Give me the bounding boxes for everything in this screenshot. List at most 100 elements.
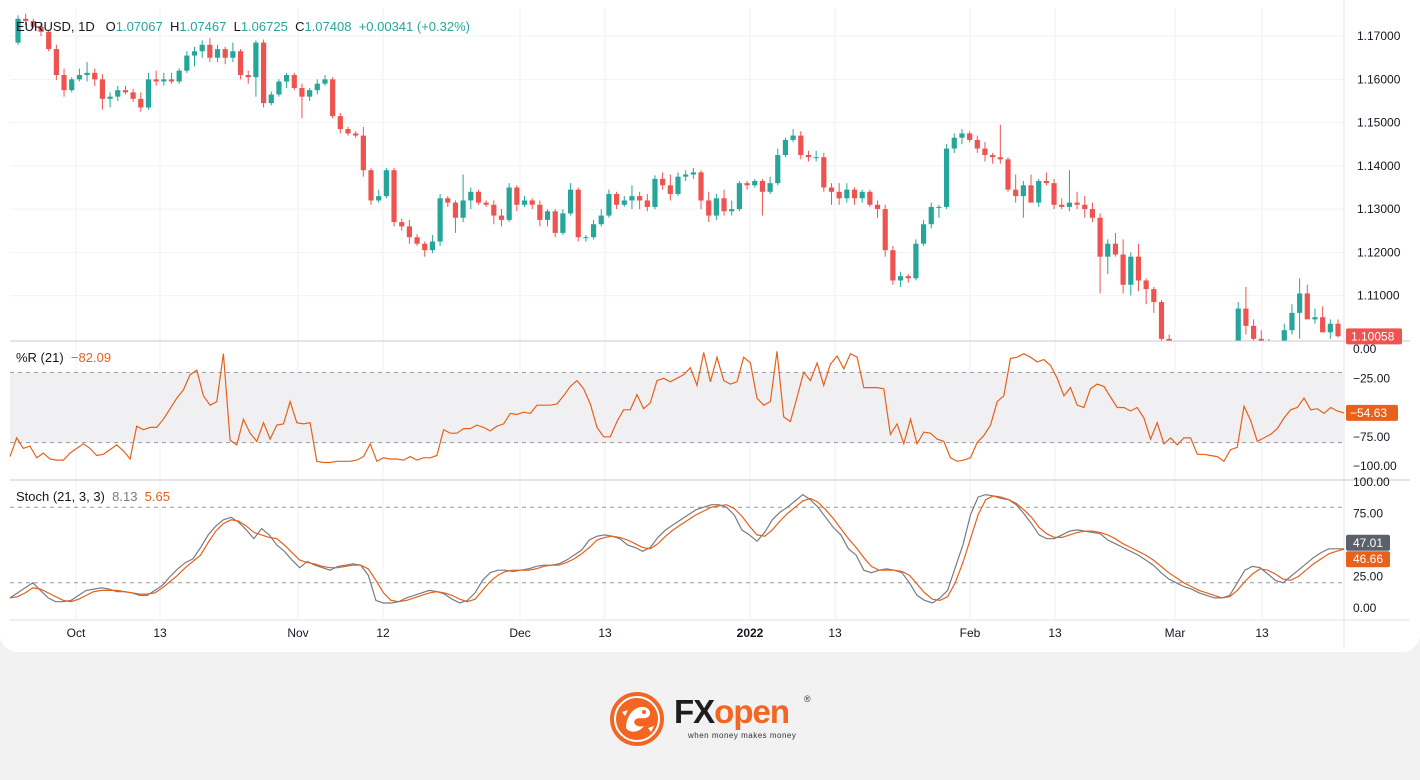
candle xyxy=(414,234,420,246)
candle xyxy=(99,74,106,110)
wr-tick-label: 0.00 xyxy=(1353,342,1377,356)
candle-body xyxy=(637,196,643,201)
candle-body xyxy=(452,202,459,218)
candle-body xyxy=(1320,317,1326,333)
candle xyxy=(1036,178,1042,207)
candle-body xyxy=(629,196,635,201)
candle xyxy=(874,200,881,218)
price-tick-label: 1.15000 xyxy=(1357,116,1401,130)
candle xyxy=(974,135,980,153)
price-tick-label: 1.14000 xyxy=(1357,159,1401,173)
candle xyxy=(1135,243,1142,292)
candle xyxy=(583,235,589,242)
candle-body xyxy=(38,26,44,32)
candle xyxy=(445,196,451,207)
candle xyxy=(1143,278,1149,305)
candle xyxy=(268,91,274,106)
candle xyxy=(76,68,82,82)
candle-body xyxy=(544,211,551,220)
candle xyxy=(506,183,512,223)
candle-body xyxy=(207,44,213,58)
candle-body xyxy=(521,200,528,205)
candle-body xyxy=(429,241,436,251)
candle xyxy=(782,137,789,158)
candle-body xyxy=(383,170,389,197)
candle xyxy=(706,191,712,223)
candle xyxy=(184,51,190,73)
candle-body xyxy=(836,191,842,199)
candle xyxy=(307,88,313,101)
candle-body xyxy=(759,180,766,192)
candle xyxy=(314,79,320,95)
candle xyxy=(376,189,382,203)
candle-body xyxy=(414,237,420,244)
candle xyxy=(1327,319,1333,339)
candle xyxy=(967,131,973,143)
candle xyxy=(222,46,228,65)
candle xyxy=(514,185,520,212)
stoch-title[interactable]: Stoch (21, 3, 3) xyxy=(16,489,105,504)
wr-title[interactable]: %R (21) xyxy=(16,350,64,365)
candle-body xyxy=(1051,183,1057,205)
candle-body xyxy=(360,135,366,171)
candle-body xyxy=(990,155,996,158)
candle xyxy=(629,185,635,210)
candle-body xyxy=(84,72,90,76)
candle xyxy=(1013,174,1019,203)
candle-body xyxy=(752,180,758,186)
symbol-label[interactable]: EURUSD xyxy=(16,19,71,34)
candle xyxy=(299,83,305,119)
price-tick-label: 1.13000 xyxy=(1357,202,1401,216)
candle-body xyxy=(330,79,336,117)
brand-name-open: open xyxy=(714,693,790,730)
candle-body xyxy=(614,193,620,205)
candle-body xyxy=(652,178,658,207)
candle xyxy=(844,183,850,203)
interval-label[interactable]: 1D xyxy=(78,19,95,34)
candle xyxy=(1243,286,1249,335)
candle-body xyxy=(99,79,106,99)
candle xyxy=(767,176,773,194)
candle-body xyxy=(1151,289,1157,303)
registered-mark: ® xyxy=(804,694,811,704)
candle-body xyxy=(1158,302,1165,339)
candle xyxy=(322,75,328,86)
stoch-k-line xyxy=(9,493,1344,604)
candle-body xyxy=(529,200,535,205)
candle xyxy=(368,168,374,205)
candle xyxy=(1028,174,1034,203)
candle-body xyxy=(560,213,566,233)
candle-body xyxy=(437,198,443,242)
candle xyxy=(253,40,259,97)
candle-body xyxy=(506,187,512,220)
candle xyxy=(1089,202,1096,223)
candle-body xyxy=(675,176,681,194)
main-legend: EURUSD, 1D O1.07067 H1.07467 L1.06725 C1… xyxy=(16,19,470,34)
candle-body xyxy=(498,215,505,220)
candle xyxy=(168,72,175,84)
candle xyxy=(61,68,67,97)
dragon-emblem-icon xyxy=(610,692,664,746)
price-tick-label: 1.12000 xyxy=(1357,245,1401,259)
candle xyxy=(468,187,474,210)
candle-body xyxy=(491,204,497,216)
candle-body xyxy=(844,189,850,199)
x-tick-label: Oct xyxy=(67,626,86,640)
candle xyxy=(115,85,121,101)
candle xyxy=(759,178,766,216)
stoch-k-tag xyxy=(1346,534,1390,551)
candle xyxy=(1120,239,1126,294)
candle-body xyxy=(928,206,934,225)
stoch-d-value: 5.65 xyxy=(144,489,170,504)
candle xyxy=(713,193,719,220)
candle-body xyxy=(882,209,888,251)
candle-body xyxy=(575,189,581,238)
candle-body xyxy=(897,276,904,281)
candle-body xyxy=(813,157,819,159)
candle xyxy=(690,168,696,179)
candle xyxy=(69,77,75,93)
candle-body xyxy=(967,133,973,140)
candle xyxy=(890,245,896,285)
chart-canvas[interactable]: 1.17000 1.16000 1.15000 1.14000 1.13000 1.120… xyxy=(0,0,1420,652)
candle-body xyxy=(230,51,236,58)
